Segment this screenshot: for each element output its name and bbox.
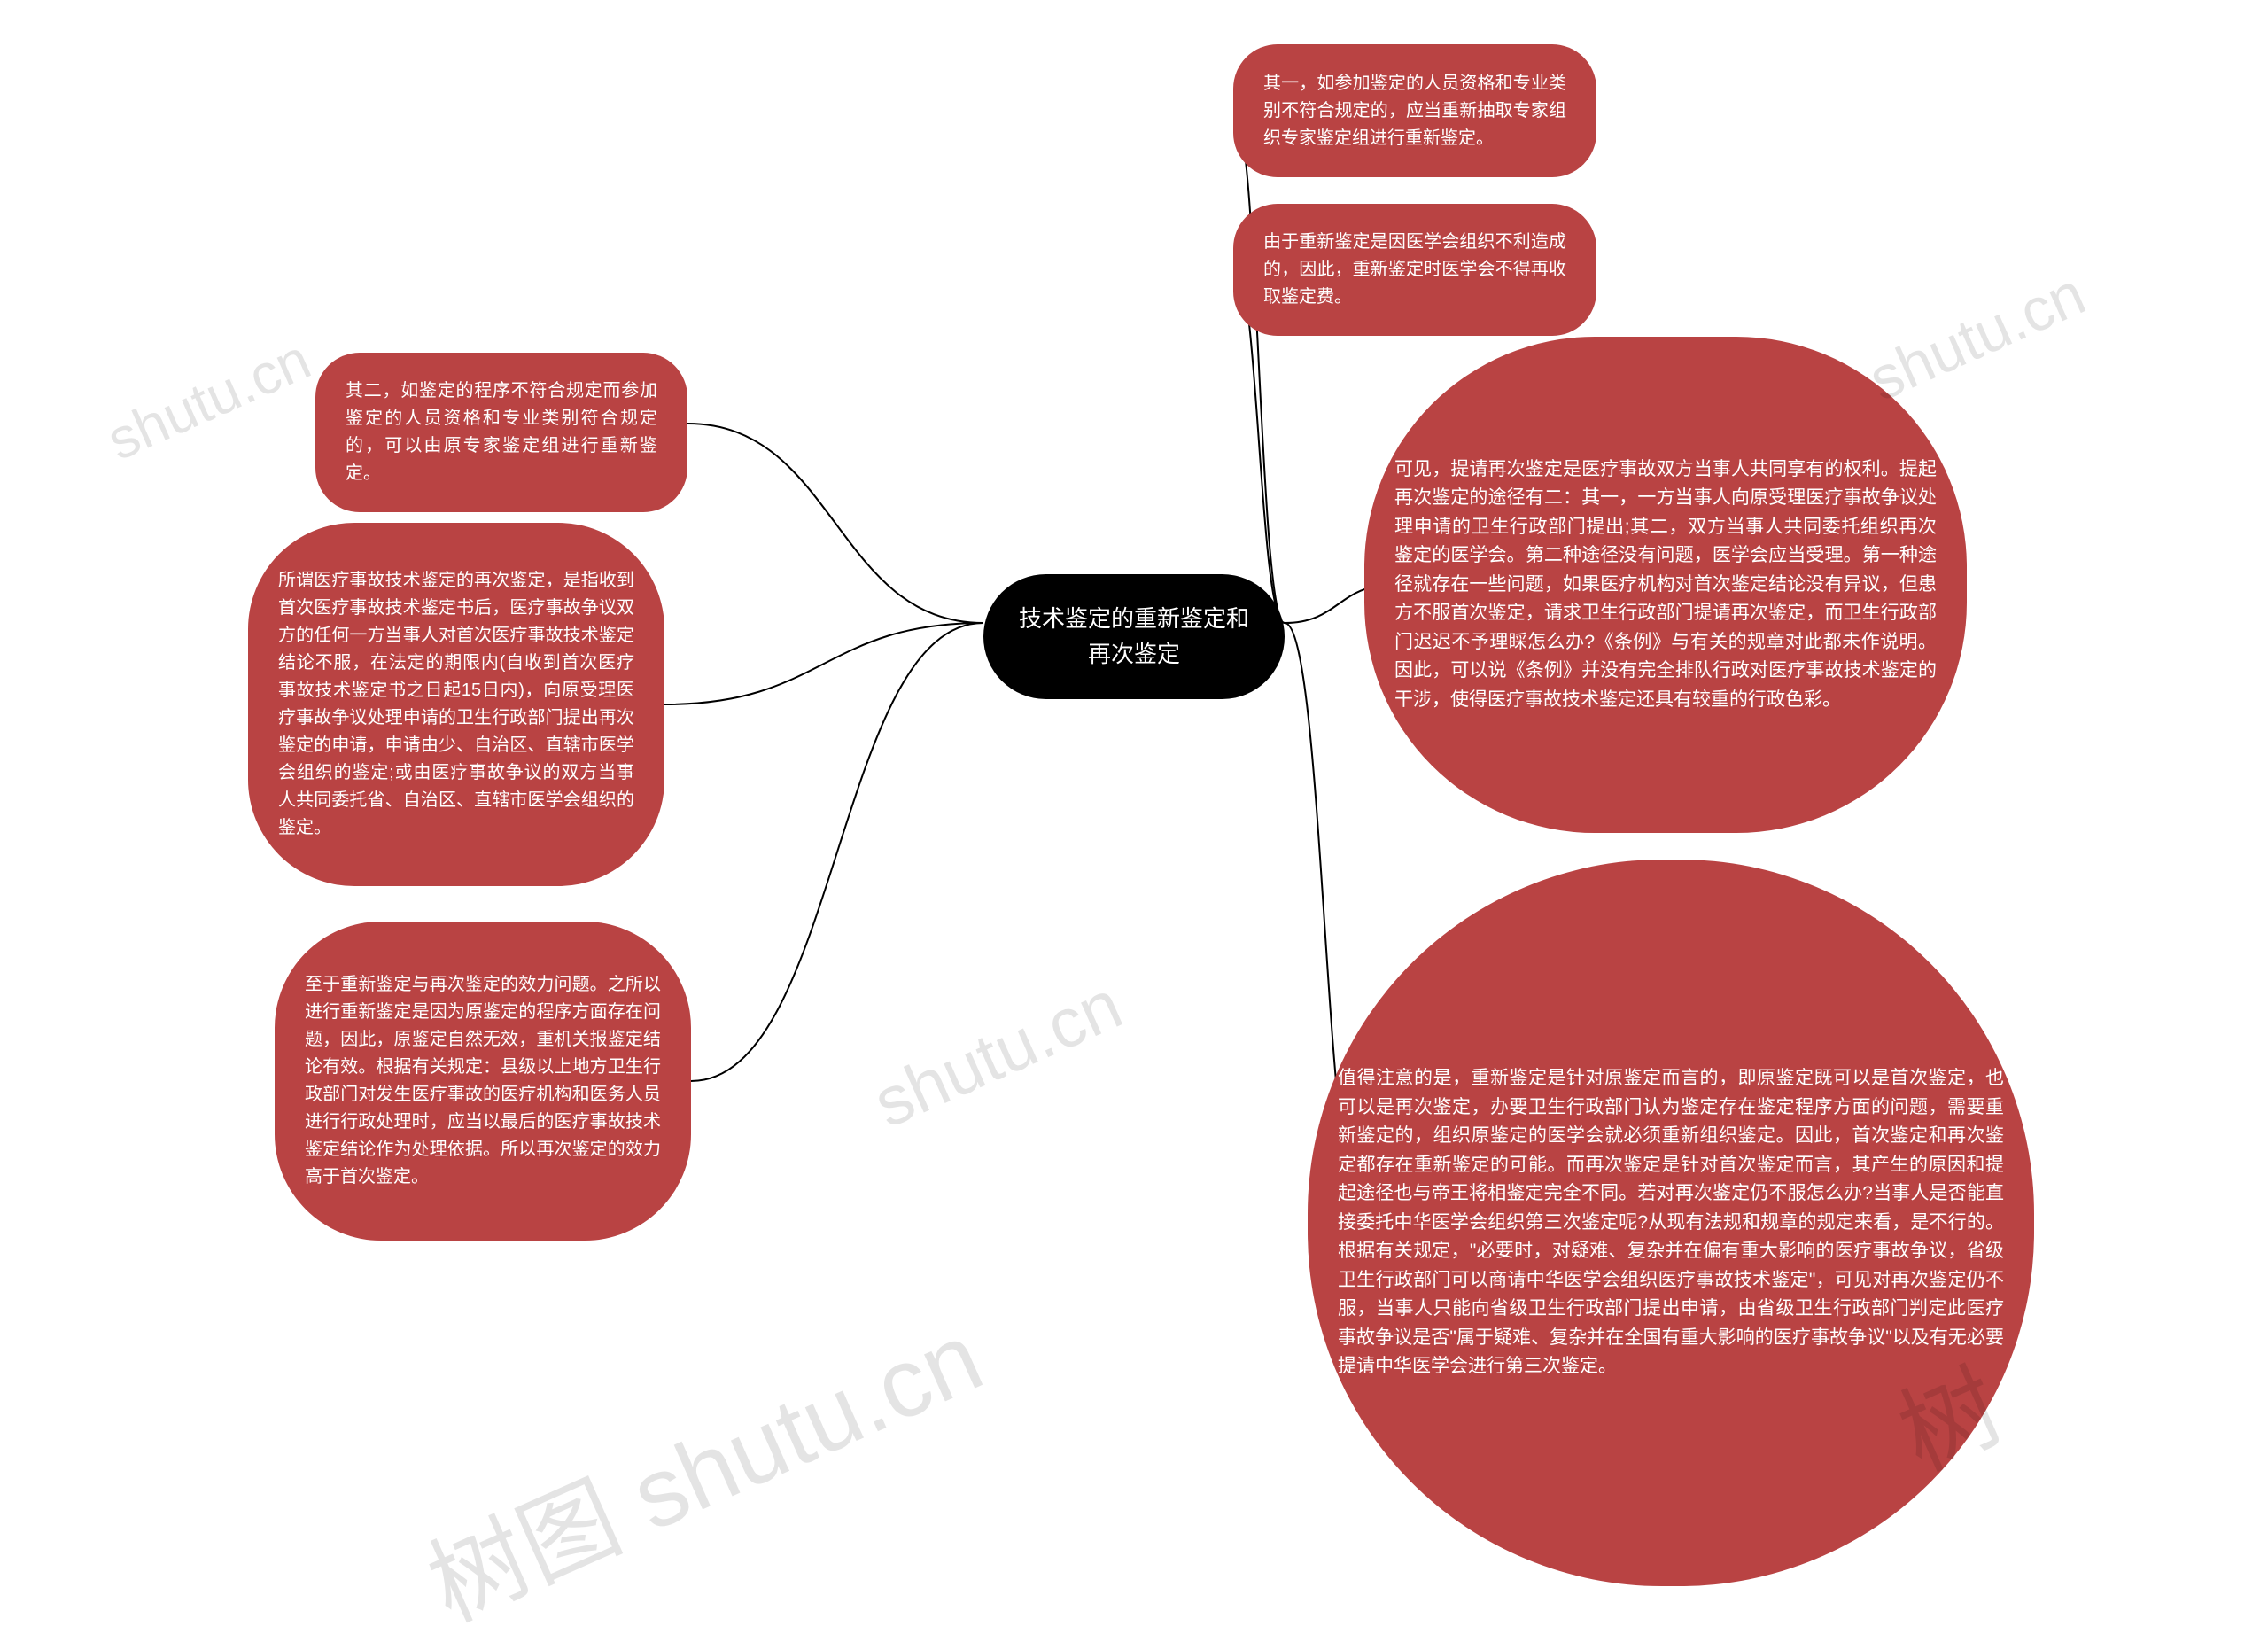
branch-node-r1[interactable]: 其一，如参加鉴定的人员资格和专业类别不符合规定的，应当重新抽取专家组织专家鉴定组… [1233, 44, 1596, 177]
branch-node-r2[interactable]: 由于重新鉴定是因医学会组织不利造成的，因此，重新鉴定时医学会不得再收取鉴定费。 [1233, 204, 1596, 336]
branch-node-l2-text: 所谓医疗事故技术鉴定的再次鉴定，是指收到首次医疗事故技术鉴定书后，医疗事故争议双… [278, 567, 634, 842]
connector [664, 623, 983, 704]
branch-node-r3[interactable]: 可见，提请再次鉴定是医疗事故双方当事人共同享有的权利。提起再次鉴定的途径有二：其… [1364, 337, 1967, 833]
watermark-text: shutu.cn [97, 326, 320, 473]
watermark-text: 树图 shutu.cn [403, 1279, 1000, 1634]
branch-node-r2-text: 由于重新鉴定是因医学会组织不利造成的，因此，重新鉴定时医学会不得再收取鉴定费。 [1263, 229, 1566, 311]
branch-node-r4[interactable]: 值得注意的是，重新鉴定是针对原鉴定而言的，即原鉴定既可以是首次鉴定，也可以是再次… [1308, 860, 2034, 1586]
branch-node-l1-text: 其二，如鉴定的程序不符合规定而参加鉴定的人员资格和专业类别符合规定的，可以由原专… [346, 377, 657, 487]
branch-node-r3-text: 可见，提请再次鉴定是医疗事故双方当事人共同享有的权利。提起再次鉴定的途径有二：其… [1394, 455, 1937, 715]
watermark-text: shutu.cn [1859, 259, 2095, 415]
branch-node-l3[interactable]: 至于重新鉴定与再次鉴定的效力问题。之所以进行重新鉴定是因为原鉴定的程序方面存在问… [275, 922, 691, 1241]
branch-node-r4-text: 值得注意的是，重新鉴定是针对原鉴定而言的，即原鉴定既可以是首次鉴定，也可以是再次… [1338, 1064, 2004, 1381]
connector [1233, 111, 1285, 623]
mindmap-canvas: 技术鉴定的重新鉴定和再次鉴定 其一，如参加鉴定的人员资格和专业类别不符合规定的，… [0, 0, 2268, 1634]
branch-node-l2[interactable]: 所谓医疗事故技术鉴定的再次鉴定，是指收到首次医疗事故技术鉴定书后，医疗事故争议双… [248, 523, 664, 886]
branch-node-l3-text: 至于重新鉴定与再次鉴定的效力问题。之所以进行重新鉴定是因为原鉴定的程序方面存在问… [305, 971, 661, 1191]
branch-node-l1[interactable]: 其二，如鉴定的程序不符合规定而参加鉴定的人员资格和专业类别符合规定的，可以由原专… [315, 353, 687, 512]
connector [687, 424, 983, 623]
watermark-text: shutu.cn [862, 964, 1133, 1144]
center-topic-label: 技术鉴定的重新鉴定和再次鉴定 [1019, 601, 1249, 673]
branch-node-r1-text: 其一，如参加鉴定的人员资格和专业类别不符合规定的，应当重新抽取专家组织专家鉴定组… [1263, 70, 1566, 152]
center-topic[interactable]: 技术鉴定的重新鉴定和再次鉴定 [983, 574, 1285, 699]
connector [691, 623, 983, 1081]
